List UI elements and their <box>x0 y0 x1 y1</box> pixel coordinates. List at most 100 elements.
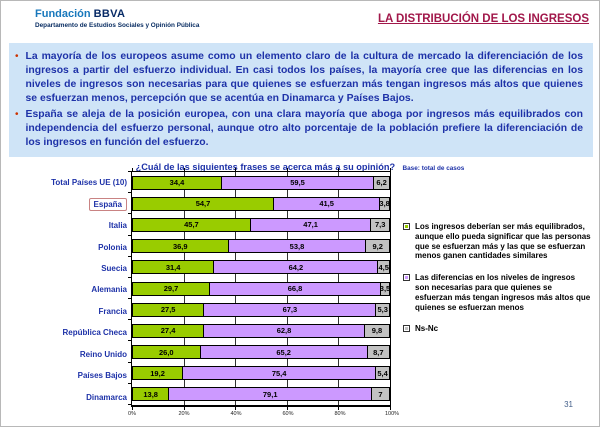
bar-segment: 26,0 <box>133 346 200 359</box>
category-label: Países Bajos <box>9 365 127 386</box>
axis-tick <box>132 407 133 410</box>
bbva-logo: Fundación BBVA Departamento de Estudios … <box>35 8 199 29</box>
category-label-text: Total Países UE (10) <box>51 178 127 188</box>
logo-text: Fundación BBVA <box>35 8 199 20</box>
bar-value-label: 45,7 <box>184 220 199 230</box>
bar-segment: 62,8 <box>203 324 364 337</box>
bar-value-label: 19,2 <box>150 368 165 378</box>
bar-segment: 6,2 <box>373 176 389 189</box>
axis-tick <box>128 404 131 405</box>
category-label-text: Francia <box>98 306 127 316</box>
bar-segment: 7 <box>371 388 389 401</box>
bar-segment: 54,7 <box>133 197 274 210</box>
bar-value-label: 54,7 <box>195 199 211 209</box>
axis-tick <box>128 192 131 194</box>
category-label-text: Dinamarca <box>86 392 127 402</box>
axis-tick <box>128 213 131 215</box>
legend-item: Los ingresos deberían ser más equilibrad… <box>403 222 591 261</box>
axis-tick <box>338 407 340 410</box>
axis-tick <box>128 361 131 363</box>
legend-swatch-icon <box>403 274 410 282</box>
bullet-text-1: La mayoría de los europeos asume como un… <box>25 51 583 104</box>
bar-value-label: 4,5 <box>378 262 389 272</box>
x-axis-tick-label: 80% <box>334 411 346 417</box>
chart-row: 19,2 75,4 5,4 <box>132 363 390 384</box>
bar-value-label: 26,0 <box>159 347 174 357</box>
category-label: Reino Unido <box>9 344 127 365</box>
category-label-text: Alemania <box>91 285 127 295</box>
axis-tick <box>286 168 288 171</box>
axis-tick <box>183 168 185 171</box>
bar-value-label: 7 <box>378 389 383 399</box>
bar-segment: 47,1 <box>249 218 371 231</box>
bar-value-label: 29,7 <box>163 284 179 294</box>
bar-value-label: 34,4 <box>169 178 185 188</box>
summary-text-box: • La mayoría de los europeos asume como … <box>9 43 593 157</box>
bar-value-label: 27,4 <box>160 326 176 336</box>
category-label: Alemania <box>9 279 127 300</box>
page-number: 31 <box>564 400 573 409</box>
chart-row: 29,7 66,8 3,5 <box>132 278 390 299</box>
category-label: Italia <box>9 215 127 236</box>
bar-value-label: 64,2 <box>288 262 304 272</box>
chart-row: 27,5 67,3 5,3 <box>132 299 390 320</box>
axis-tick <box>338 168 340 171</box>
axis-tick <box>128 276 131 278</box>
bar-segment: 4,5 <box>377 261 389 274</box>
bar-segment: 9,8 <box>363 324 389 337</box>
category-label-text: Polonia <box>98 242 127 252</box>
bar-value-label: 59,5 <box>290 178 305 188</box>
stacked-bar: 36,9 53,8 9,2 <box>132 239 390 254</box>
stacked-bar: 54,7 41,5 3,8 <box>132 196 390 211</box>
stacked-bar: 26,0 65,2 8,7 <box>132 345 390 360</box>
plot-wrap: 34,4 59,5 6,2 54,7 41,5 3,8 45,7 47,1 7,3 36,9 53,… <box>128 168 399 421</box>
bar-value-label: 79,1 <box>262 389 278 399</box>
bullet-item-2: • España se aleja de la posición europea… <box>15 108 583 150</box>
chart-row: 34,4 59,5 6,2 <box>132 172 390 193</box>
x-axis-tick-label: 100% <box>384 411 400 417</box>
axis-tick <box>390 407 391 410</box>
bar-segment: 9,2 <box>365 240 389 253</box>
bar-value-label: 9,2 <box>372 241 383 251</box>
axis-tick <box>286 407 288 410</box>
axis-tick <box>235 407 237 410</box>
stacked-bar: 31,4 64,2 4,5 <box>132 260 390 275</box>
bar-value-label: 5,3 <box>377 305 388 315</box>
category-label-text: Países Bajos <box>77 371 127 381</box>
bar-value-label: 67,3 <box>282 305 298 315</box>
axis-tick <box>132 168 133 171</box>
bar-segment: 36,9 <box>133 240 228 253</box>
bar-segment: 8,7 <box>366 346 389 359</box>
page-title: LA DISTRIBUCIÓN DE LOS INGRESOS <box>377 13 589 25</box>
x-axis-tick-label: 60% <box>282 411 294 417</box>
bar-segment: 27,5 <box>133 303 204 316</box>
chart-row: 54,7 41,5 3,8 <box>132 193 390 214</box>
bullet-text-2: España se aleja de la posición europea, … <box>25 109 583 148</box>
x-axis: 0% 20% 40% 60% 80% 100% <box>128 407 399 421</box>
bar-value-label: 27,5 <box>160 305 176 315</box>
bar-segment: 67,3 <box>203 303 376 316</box>
bar-segment: 31,4 <box>133 261 214 274</box>
bar-segment: 45,7 <box>133 218 250 231</box>
bar-value-label: 7,3 <box>374 220 386 230</box>
bar-value-label: 53,8 <box>289 241 305 251</box>
category-label-text: República Checa <box>62 328 127 338</box>
legend-item: Ns-Nc <box>403 324 591 334</box>
bar-value-label: 9,8 <box>371 326 383 336</box>
bar-value-label: 65,2 <box>276 347 291 357</box>
category-label: República Checa <box>9 322 127 343</box>
bar-value-label: 66,8 <box>287 284 303 294</box>
category-label-text: Reino Unido <box>79 349 127 359</box>
bullet-marker-icon: • <box>15 51 19 62</box>
stacked-bar: 27,4 62,8 9,8 <box>132 323 390 338</box>
axis-tick <box>128 171 131 172</box>
bar-value-label: 3,5 <box>379 284 391 294</box>
bar-segment: 75,4 <box>182 367 376 380</box>
bar-segment: 64,2 <box>213 261 378 274</box>
bar-segment: 66,8 <box>209 282 381 295</box>
category-label: Dinamarca <box>9 386 127 407</box>
logo-fundacion-text: Fundación <box>35 8 91 20</box>
bar-segment: 5,4 <box>375 367 389 380</box>
bar-value-label: 75,4 <box>271 368 287 378</box>
logo-subtitle: Departamento de Estudios Sociales y Opin… <box>35 22 200 29</box>
